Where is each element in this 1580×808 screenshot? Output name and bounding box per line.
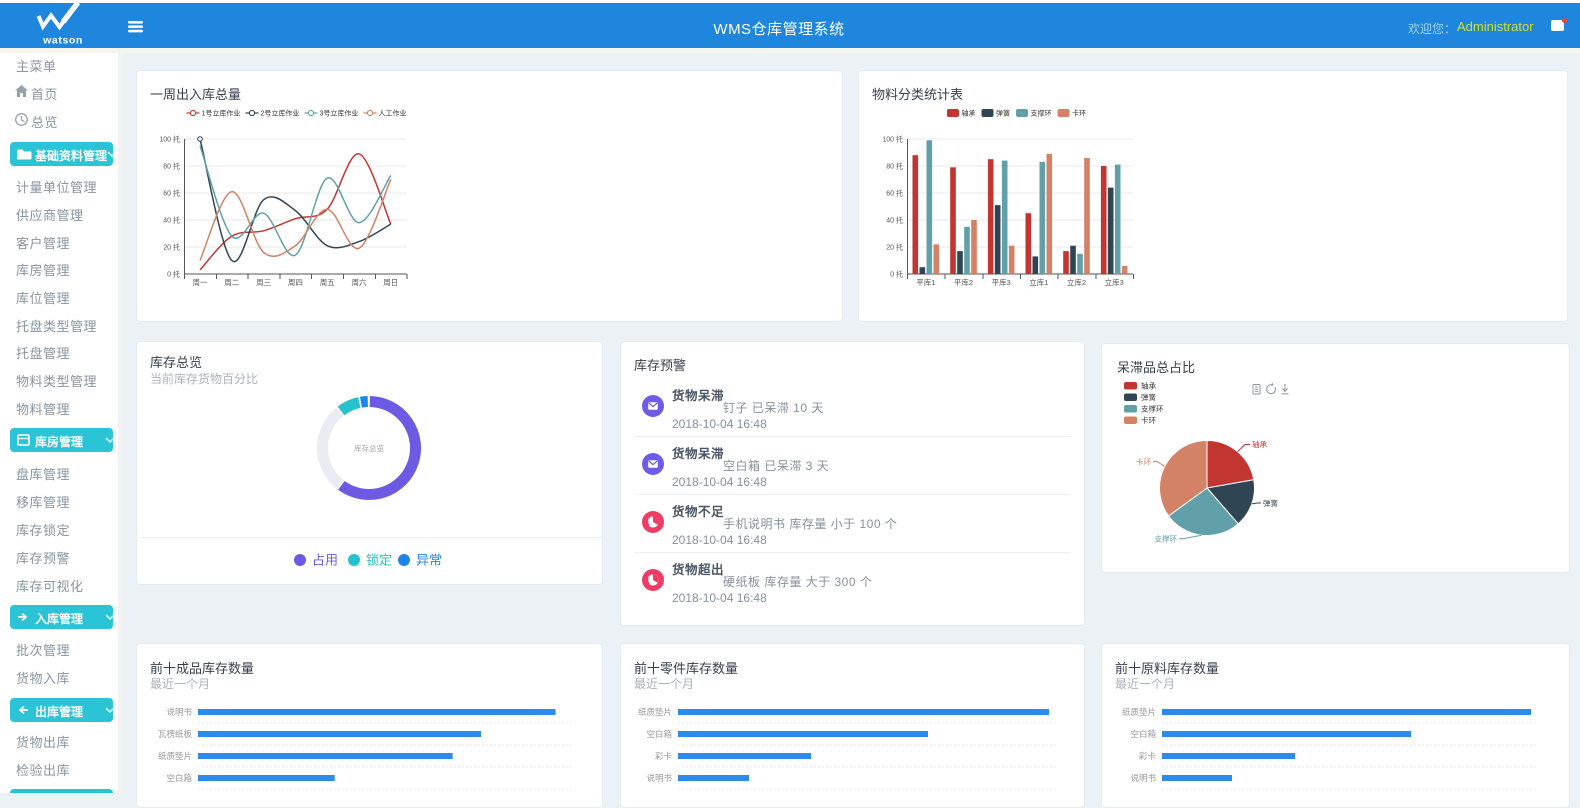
svg-text:占用: 占用 [312,553,338,568]
svg-text:支撑环: 支撑环 [1031,109,1052,118]
svg-text:100 托: 100 托 [159,135,180,144]
svg-text:周三: 周三 [256,278,271,287]
svg-text:弹簧: 弹簧 [1263,498,1279,508]
svg-text:弹簧: 弹簧 [996,109,1010,118]
svg-text:watson: watson [42,35,83,47]
svg-text:60 托: 60 托 [163,189,180,198]
svg-text:空白箱: 空白箱 [166,773,192,783]
svg-text:彩卡: 彩卡 [1139,751,1157,761]
svg-text:3号立库作业: 3号立库作业 [320,109,359,118]
svg-text:2号立库作业: 2号立库作业 [261,109,300,118]
svg-text:立库1: 立库1 [1029,277,1048,287]
svg-text:支撑环: 支撑环 [1155,534,1178,544]
svg-text:立库2: 立库2 [1067,277,1086,287]
svg-text:锁定: 锁定 [366,553,392,568]
svg-text:40 托: 40 托 [886,216,903,225]
svg-text:异常: 异常 [416,553,442,568]
svg-text:说明书: 说明书 [1130,773,1156,783]
svg-text:轴承: 轴承 [1141,381,1157,391]
svg-text:40 托: 40 托 [163,216,180,225]
svg-text:1号立库作业: 1号立库作业 [202,109,241,118]
svg-text:空白箱: 空白箱 [646,729,672,739]
svg-text:纸质垫片: 纸质垫片 [1122,707,1156,717]
svg-text:80 托: 80 托 [886,162,903,171]
svg-text:平库2: 平库2 [954,277,973,287]
svg-text:平库3: 平库3 [992,277,1011,287]
svg-text:20 托: 20 托 [886,243,903,252]
svg-text:周一: 周一 [193,278,208,287]
svg-text:支撑环: 支撑环 [1141,404,1164,414]
svg-text:瓦楞纸板: 瓦楞纸板 [158,729,193,739]
svg-text:立库3: 立库3 [1105,277,1124,287]
svg-text:周五: 周五 [320,278,335,287]
svg-text:轴承: 轴承 [962,109,976,118]
svg-text:彩卡: 彩卡 [655,751,673,761]
svg-text:说明书: 说明书 [166,707,192,717]
svg-text:周四: 周四 [288,278,303,287]
svg-text:卡环: 卡环 [1072,109,1086,118]
svg-text:说明书: 说明书 [646,773,672,783]
svg-text:轴承: 轴承 [1252,439,1268,449]
svg-text:卡环: 卡环 [1141,415,1157,425]
svg-text:0 托: 0 托 [167,270,180,279]
svg-text:人工作业: 人工作业 [379,109,407,118]
svg-text:弹簧: 弹簧 [1141,392,1157,402]
svg-text:0 托: 0 托 [890,270,903,279]
svg-text:平库1: 平库1 [916,277,935,287]
svg-text:80 托: 80 托 [163,162,180,171]
svg-text:20 托: 20 托 [163,243,180,252]
svg-text:库存总览: 库存总览 [354,443,384,453]
svg-text:100 托: 100 托 [882,135,903,144]
svg-text:60 托: 60 托 [886,189,903,198]
svg-text:纸质垫片: 纸质垫片 [638,707,672,717]
svg-text:周二: 周二 [224,278,239,287]
svg-text:纸质垫片: 纸质垫片 [158,751,192,761]
svg-text:空白箱: 空白箱 [1130,729,1156,739]
svg-text:卡环: 卡环 [1136,457,1152,467]
svg-text:周六: 周六 [352,277,367,287]
svg-text:周日: 周日 [383,278,398,287]
